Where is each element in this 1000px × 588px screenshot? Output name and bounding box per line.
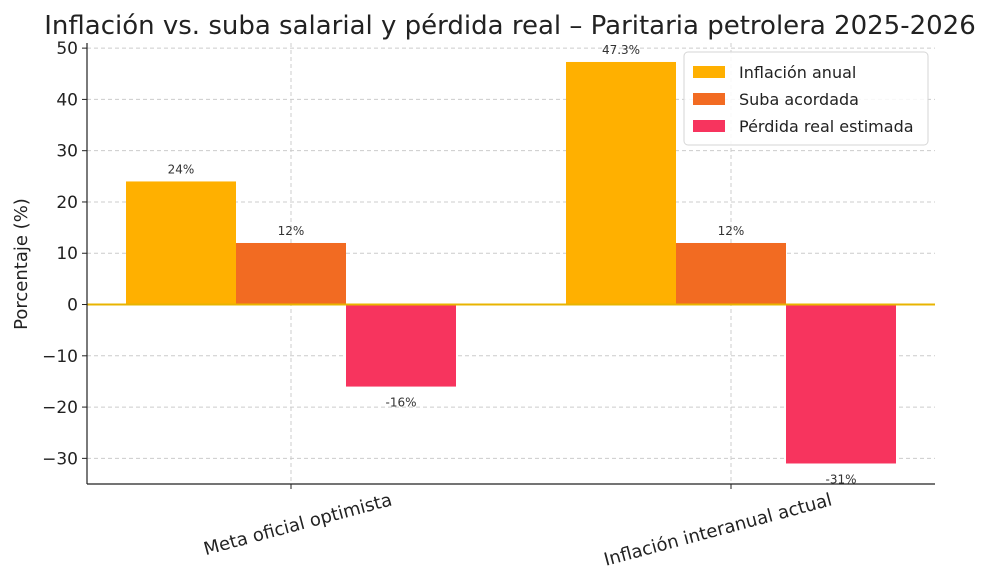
y-tick-label: −20 <box>42 398 78 418</box>
y-tick-label: 30 <box>56 142 78 162</box>
y-tick-label: 50 <box>56 39 78 59</box>
y-tick-label: 40 <box>56 90 78 110</box>
data-label: 12% <box>718 224 745 238</box>
bar-inflacion-anual <box>566 61 676 305</box>
legend-label: Inflación anual <box>739 63 856 82</box>
data-label: 47.3% <box>602 43 640 57</box>
chart-title: Inflación vs. suba salarial y pérdida re… <box>44 11 976 41</box>
y-axis-label: Porcentaje (%) <box>11 198 32 330</box>
legend-label: Pérdida real estimada <box>739 117 914 136</box>
legend-label: Suba acordada <box>739 90 859 109</box>
y-tick-label: 0 <box>67 296 78 316</box>
y-tick-label: −10 <box>42 347 78 367</box>
bar-inflacion-anual <box>126 181 236 305</box>
data-label: -16% <box>385 396 416 410</box>
y-tick-label: 10 <box>56 244 78 264</box>
data-label: -31% <box>825 472 856 486</box>
bar-perdida-real-estimada <box>786 304 896 464</box>
bar-suba-acordada <box>236 242 346 305</box>
legend-swatch <box>693 93 725 105</box>
data-label: 12% <box>278 224 305 238</box>
bar-suba-acordada <box>676 242 786 305</box>
legend-swatch <box>693 120 725 132</box>
category-label: Inflación interanual actual <box>602 490 835 571</box>
category-label: Meta oficial optimista <box>202 490 395 560</box>
bar-perdida-real-estimada <box>346 304 456 387</box>
y-tick-label: −30 <box>42 449 78 469</box>
data-label: 24% <box>168 162 195 176</box>
legend-swatch <box>693 66 725 78</box>
legend <box>683 51 929 146</box>
y-tick-label: 20 <box>56 193 78 213</box>
